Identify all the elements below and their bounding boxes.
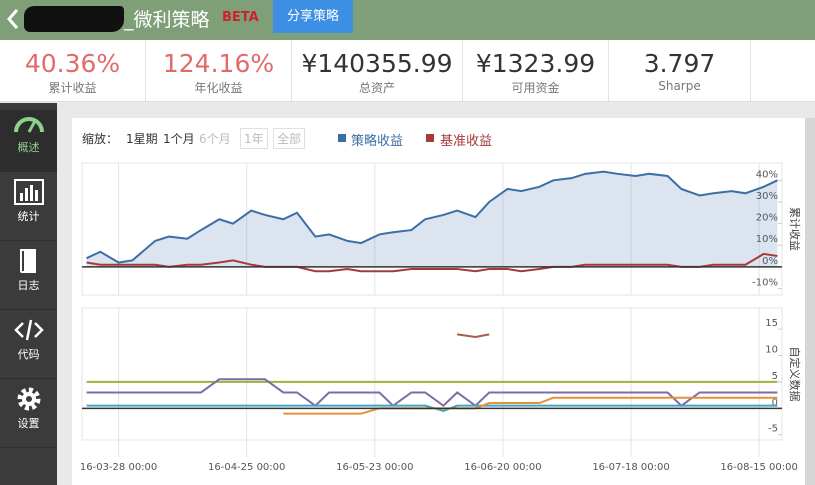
x-tick-label: 16-06-20 00:00 bbox=[464, 462, 541, 473]
gauge-icon bbox=[13, 117, 44, 133]
sidebar: 概述 统计 日志 代码 设置 bbox=[0, 103, 57, 485]
nav-label: 设置 bbox=[17, 417, 40, 430]
nav-label: 代码 bbox=[17, 348, 40, 361]
gear-icon bbox=[17, 387, 40, 411]
x-tick-label: 16-03-28 00:00 bbox=[80, 462, 157, 473]
x-tick-label: 16-04-25 00:00 bbox=[208, 462, 285, 473]
stat: 3.797 Sharpe bbox=[609, 40, 751, 101]
nav-label: 日志 bbox=[17, 279, 40, 292]
stat-value: ¥140355.99 bbox=[301, 49, 453, 78]
book-icon bbox=[19, 249, 36, 273]
y-tick-label: 30% bbox=[756, 191, 778, 202]
redacted-name bbox=[24, 6, 124, 32]
y-tick-label: 0 bbox=[772, 397, 778, 408]
stat-label: 累计收益 bbox=[48, 81, 97, 95]
series-line bbox=[86, 378, 778, 407]
nav-label: 概述 bbox=[17, 141, 40, 154]
series-line bbox=[86, 252, 778, 273]
stat-value: 40.36% bbox=[24, 49, 121, 78]
stat-label: 可用资金 bbox=[511, 81, 560, 95]
strategy-title: _微利策略 bbox=[124, 9, 210, 31]
stat-value: ¥1323.99 bbox=[475, 49, 596, 78]
chart-icon bbox=[13, 179, 44, 205]
legend-swatch bbox=[338, 134, 346, 142]
beta-badge: BETA bbox=[222, 10, 259, 25]
y-tick-label: 5 bbox=[772, 371, 778, 382]
zoom-option[interactable]: 1年 bbox=[240, 128, 268, 149]
stat-value: 3.797 bbox=[643, 49, 716, 78]
y-tick-label: 10 bbox=[765, 345, 778, 356]
header: _微利策略 BETA 分享策略 bbox=[0, 0, 815, 40]
stat: 40.36% 累计收益 bbox=[0, 40, 146, 101]
x-tick-label: 16-05-23 00:00 bbox=[336, 462, 413, 473]
y-tick-label: -5 bbox=[768, 424, 778, 435]
y-tick-label: 15 bbox=[765, 318, 778, 329]
legend-label[interactable]: 策略收益 bbox=[351, 134, 404, 149]
y-tick-label: 0% bbox=[762, 256, 778, 267]
axis-title: 自定义数据 bbox=[788, 347, 802, 402]
legend-swatch bbox=[426, 134, 434, 142]
nav-item[interactable]: 设置 bbox=[0, 386, 57, 448]
series-line bbox=[283, 396, 778, 415]
series-line bbox=[457, 333, 490, 339]
area bbox=[86, 171, 778, 267]
stat-label: 年化收益 bbox=[194, 81, 243, 95]
zoom-option[interactable]: 1个月 bbox=[163, 132, 195, 146]
stats-bar: 40.36% 累计收益 124.16% 年化收益 ¥140355.99 总资产 ¥13… bbox=[0, 40, 815, 102]
stat: ¥140355.99 总资产 bbox=[292, 40, 463, 101]
x-tick-label: 16-08-15 00:00 bbox=[720, 462, 797, 473]
legend-label[interactable]: 基准收益 bbox=[440, 134, 493, 149]
y-tick-label: 10% bbox=[756, 234, 778, 245]
zoom-label: 缩放： bbox=[82, 132, 119, 146]
stat-value: 124.16% bbox=[162, 49, 275, 78]
back-icon[interactable] bbox=[6, 8, 20, 30]
scrollbar bbox=[805, 118, 815, 485]
plot-frame bbox=[81, 307, 783, 441]
share-button[interactable]: 分享策略 bbox=[273, 0, 353, 33]
zoom-option[interactable]: 6个月 bbox=[199, 132, 231, 146]
nav-label: 统计 bbox=[17, 210, 40, 223]
zoom-option[interactable]: 1星期 bbox=[126, 132, 158, 146]
stat: ¥1323.99 可用资金 bbox=[463, 40, 609, 101]
nav-item[interactable]: 统计 bbox=[0, 179, 57, 241]
stat-label: 总资产 bbox=[358, 81, 395, 95]
stat: 124.16% 年化收益 bbox=[146, 40, 292, 101]
y-tick-label: 40% bbox=[756, 169, 778, 180]
nav-item[interactable]: 日志 bbox=[0, 248, 57, 310]
series-line bbox=[86, 170, 778, 264]
nav-item[interactable]: 代码 bbox=[0, 317, 57, 379]
stat-label: Sharpe bbox=[658, 79, 701, 93]
code-icon bbox=[13, 319, 44, 341]
axis-title: 累计收益 bbox=[788, 207, 802, 251]
x-tick-label: 16-07-18 00:00 bbox=[592, 462, 669, 473]
nav-item[interactable]: 概述 bbox=[0, 110, 57, 172]
y-tick-label: -10% bbox=[752, 278, 778, 289]
chart-panel bbox=[72, 118, 805, 485]
y-tick-label: 20% bbox=[756, 213, 778, 224]
zoom-option[interactable]: 全部 bbox=[273, 128, 306, 149]
plot-frame bbox=[81, 162, 783, 296]
